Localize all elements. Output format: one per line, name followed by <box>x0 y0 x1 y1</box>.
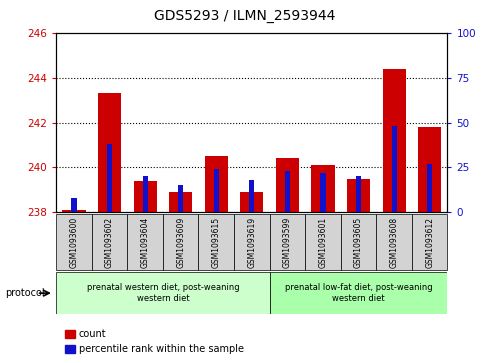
Text: GDS5293 / ILMN_2593944: GDS5293 / ILMN_2593944 <box>154 9 334 23</box>
Bar <box>127 214 163 270</box>
Text: GSM1093612: GSM1093612 <box>424 217 433 268</box>
Bar <box>417 127 440 212</box>
Bar <box>411 214 447 270</box>
Bar <box>163 214 198 270</box>
Bar <box>382 69 405 212</box>
Text: GSM1093619: GSM1093619 <box>247 217 256 268</box>
Bar <box>275 158 298 212</box>
Bar <box>98 93 121 212</box>
Bar <box>107 144 112 212</box>
Bar <box>340 214 376 270</box>
Bar <box>240 192 263 212</box>
Bar <box>204 156 227 212</box>
Text: GSM1093601: GSM1093601 <box>318 217 327 268</box>
Bar <box>142 176 147 212</box>
Bar <box>62 210 85 212</box>
Text: GSM1093604: GSM1093604 <box>141 217 149 268</box>
Bar <box>376 214 411 270</box>
Text: GSM1093615: GSM1093615 <box>211 217 220 268</box>
Bar <box>198 214 234 270</box>
Text: GSM1093600: GSM1093600 <box>69 217 79 268</box>
Text: protocol: protocol <box>5 288 44 298</box>
Bar <box>269 214 305 270</box>
Bar <box>71 198 77 212</box>
Bar <box>346 179 369 212</box>
Text: GSM1093602: GSM1093602 <box>105 217 114 268</box>
Bar <box>305 214 340 270</box>
Text: GSM1093599: GSM1093599 <box>283 217 291 268</box>
Bar <box>320 173 325 212</box>
Bar <box>56 272 269 314</box>
Bar <box>355 176 360 212</box>
Legend: count, percentile rank within the sample: count, percentile rank within the sample <box>61 326 247 358</box>
Bar <box>249 180 254 212</box>
Text: GSM1093608: GSM1093608 <box>389 217 398 268</box>
Bar <box>213 169 218 212</box>
Bar <box>92 214 127 270</box>
Bar <box>178 185 183 212</box>
Text: prenatal low-fat diet, post-weaning
western diet: prenatal low-fat diet, post-weaning west… <box>284 284 431 303</box>
Bar <box>391 126 396 212</box>
Bar <box>133 181 156 212</box>
Text: GSM1093605: GSM1093605 <box>353 217 362 268</box>
Bar <box>311 165 334 212</box>
Text: GSM1093609: GSM1093609 <box>176 217 185 268</box>
Bar <box>426 164 431 212</box>
Bar <box>234 214 269 270</box>
Bar <box>269 272 447 314</box>
Bar <box>285 171 289 212</box>
Bar <box>169 192 192 212</box>
Text: prenatal western diet, post-weaning
western diet: prenatal western diet, post-weaning west… <box>86 284 239 303</box>
Bar <box>56 214 92 270</box>
